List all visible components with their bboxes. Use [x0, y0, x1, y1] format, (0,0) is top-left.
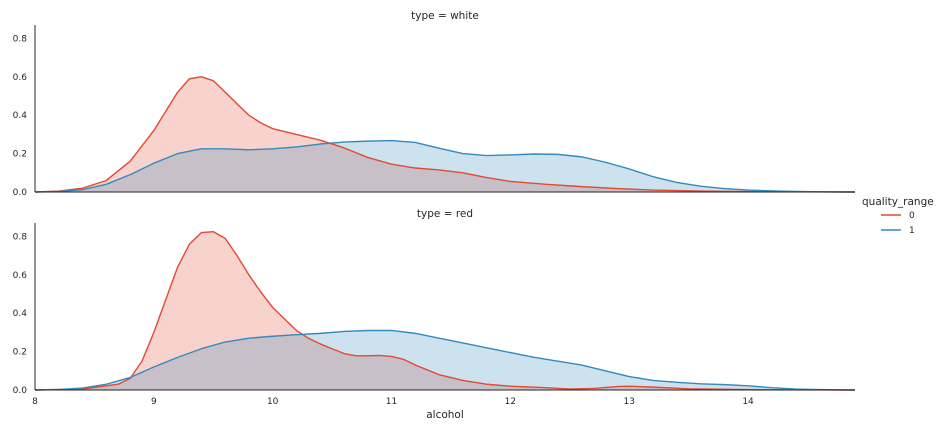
x-tick-label: 8 [32, 397, 38, 407]
x-tick-label: 9 [151, 397, 157, 407]
density-line-0 [34, 76, 856, 193]
density-line-0 [34, 230, 856, 391]
facet-title: type = red [417, 208, 473, 220]
y-tick-label: 0.6 [13, 271, 28, 281]
legend-label: 1 [909, 226, 915, 236]
y-tick-label: 0.6 [13, 73, 28, 83]
density-line-1 [34, 139, 856, 193]
density-line-1 [34, 329, 856, 391]
y-tick-label: 0.4 [13, 111, 28, 121]
x-tick-label: 12 [505, 397, 516, 407]
density-fill-1 [35, 140, 855, 192]
x-tick-label: 11 [386, 397, 397, 407]
facet-panel-0: type = white 0.0 0.2 0.4 0.6 0.8 [13, 10, 856, 198]
y-tick-label: 0.0 [13, 188, 28, 198]
density-fill-1 [35, 330, 855, 390]
x-tick-label: 10 [267, 397, 279, 407]
y-tick-label: 0.2 [13, 348, 27, 358]
legend: quality_range 0 1 [862, 196, 934, 236]
facet-panel-1: type = red 0.0 0.2 0.4 0.6 0.8 [13, 208, 856, 396]
y-tick-label: 0.8 [13, 34, 28, 44]
x-tick-label: 13 [623, 397, 634, 407]
facet-title: type = white [411, 10, 479, 22]
x-tick-label: 14 [742, 397, 754, 407]
y-tick-label: 0.0 [13, 386, 28, 396]
y-tick-label: 0.8 [13, 232, 28, 242]
density-fill-0 [35, 76, 855, 192]
x-axis-title: alcohol [426, 409, 464, 421]
legend-title: quality_range [862, 196, 934, 208]
legend-label: 0 [909, 211, 915, 221]
y-tick-label: 0.2 [13, 150, 27, 160]
y-tick-label: 0.4 [13, 309, 28, 319]
density-fill-0 [35, 231, 855, 390]
